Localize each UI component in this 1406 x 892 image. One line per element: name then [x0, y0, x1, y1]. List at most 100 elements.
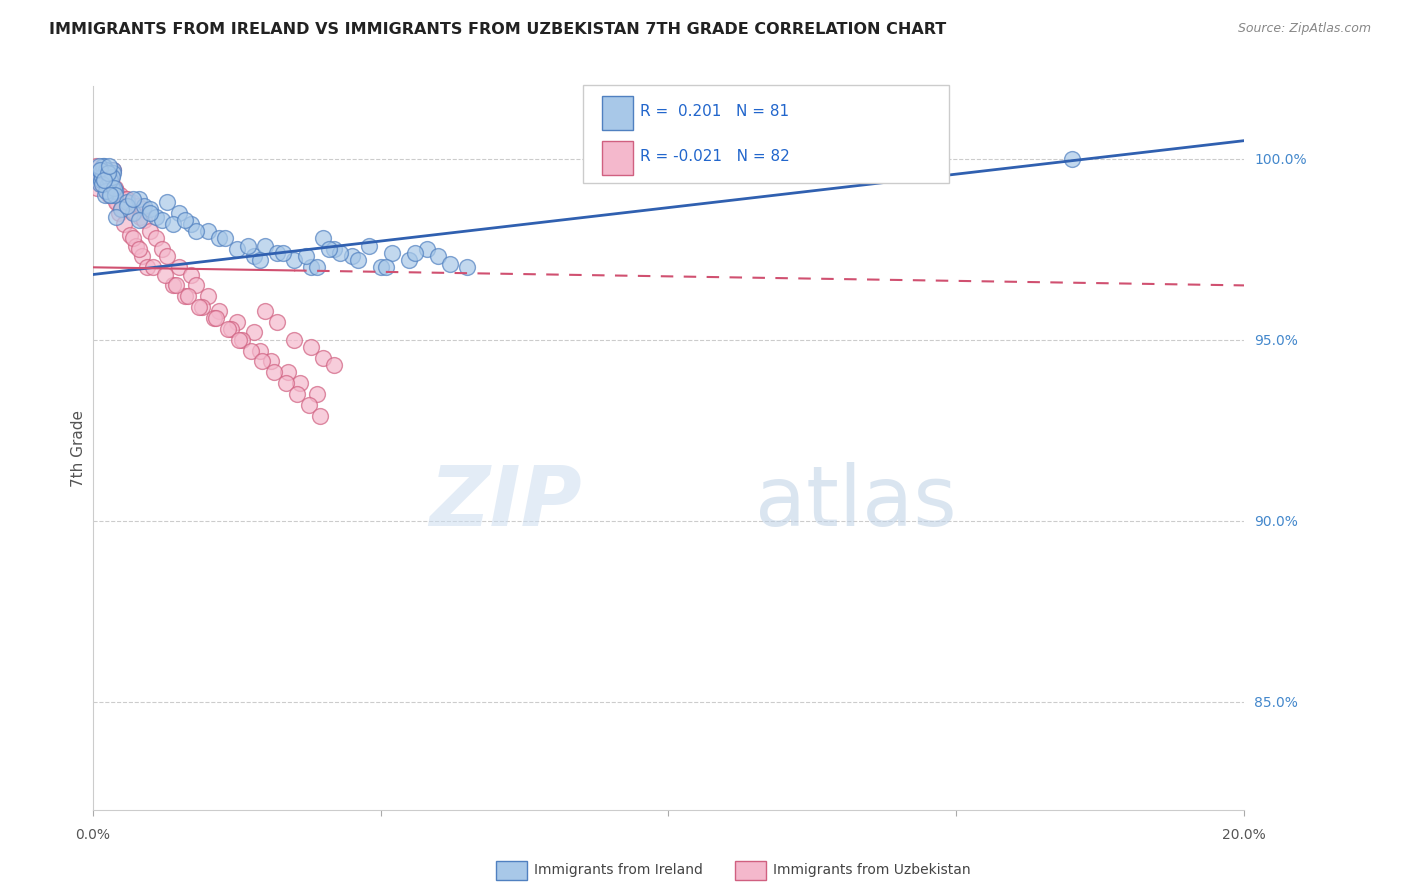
Point	[173, 213, 195, 227]
Text: IMMIGRANTS FROM IRELAND VS IMMIGRANTS FROM UZBEKISTAN 7TH GRADE CORRELATION CHAR: IMMIGRANTS FROM IRELAND VS IMMIGRANTS FR…	[49, 22, 946, 37]
Point	[87, 169, 110, 184]
Point	[162, 217, 184, 231]
Point	[312, 351, 335, 365]
Point	[104, 188, 127, 202]
Point	[122, 206, 145, 220]
Point	[225, 242, 247, 256]
Point	[150, 213, 173, 227]
Point	[91, 177, 114, 191]
Point	[98, 180, 121, 194]
Point	[90, 177, 112, 191]
Point	[93, 173, 115, 187]
Point	[162, 278, 184, 293]
Point	[180, 217, 202, 231]
Point	[121, 195, 143, 210]
Point	[274, 376, 297, 390]
Point	[104, 195, 127, 210]
Point	[134, 213, 156, 227]
Point	[139, 202, 162, 217]
Point	[98, 188, 121, 202]
Point	[145, 231, 167, 245]
Point	[277, 365, 299, 379]
Text: Immigrants from Uzbekistan: Immigrants from Uzbekistan	[773, 863, 972, 877]
Point	[283, 253, 305, 268]
Point	[219, 322, 242, 336]
Point	[96, 162, 118, 177]
Point	[139, 224, 162, 238]
Point	[115, 199, 138, 213]
Point	[87, 169, 110, 184]
Point	[103, 166, 125, 180]
Point	[117, 202, 139, 217]
Point	[93, 166, 115, 180]
Point	[309, 409, 332, 423]
Point	[98, 173, 121, 187]
Point	[346, 253, 368, 268]
Point	[254, 238, 277, 252]
Point	[94, 169, 117, 184]
Point	[404, 245, 426, 260]
Point	[288, 376, 311, 390]
Point	[398, 253, 420, 268]
Point	[156, 250, 179, 264]
Point	[103, 180, 125, 194]
Point	[127, 199, 149, 213]
Point	[91, 159, 114, 173]
Point	[307, 387, 329, 401]
Point	[128, 210, 150, 224]
Point	[180, 268, 202, 282]
Point	[87, 159, 110, 173]
Point	[252, 354, 274, 368]
Point	[115, 192, 138, 206]
Point	[214, 231, 236, 245]
Point	[90, 173, 112, 187]
Point	[110, 188, 132, 202]
Point	[357, 238, 380, 252]
Point	[125, 238, 148, 252]
Point	[228, 333, 250, 347]
Text: atlas: atlas	[755, 462, 956, 543]
Point	[100, 169, 122, 184]
Point	[254, 303, 277, 318]
Point	[84, 159, 107, 173]
Point	[107, 206, 129, 220]
Point	[318, 242, 340, 256]
Point	[415, 242, 437, 256]
Point	[301, 260, 323, 275]
Point	[111, 199, 134, 213]
Point	[217, 322, 239, 336]
Point	[263, 365, 285, 379]
Point	[120, 227, 142, 242]
Point	[165, 278, 187, 293]
Point	[98, 188, 121, 202]
Point	[89, 177, 111, 191]
Point	[240, 343, 263, 358]
Point	[110, 202, 132, 217]
Y-axis label: 7th Grade: 7th Grade	[72, 409, 86, 487]
Point	[307, 260, 329, 275]
Point	[225, 315, 247, 329]
Point	[249, 343, 271, 358]
Point	[97, 177, 120, 191]
Point	[191, 300, 214, 314]
Point	[104, 184, 127, 198]
Point	[101, 162, 124, 177]
Point	[110, 202, 132, 217]
Point	[97, 166, 120, 180]
Point	[375, 260, 398, 275]
Point	[98, 159, 121, 173]
Text: R =  0.201   N = 81: R = 0.201 N = 81	[640, 104, 789, 119]
Point	[150, 242, 173, 256]
Point	[94, 166, 117, 180]
Point	[115, 192, 138, 206]
Point	[115, 195, 138, 210]
Point	[142, 260, 165, 275]
Point	[97, 166, 120, 180]
Point	[205, 310, 228, 325]
Point	[271, 245, 294, 260]
Point	[323, 242, 346, 256]
Point	[128, 242, 150, 256]
Point	[186, 224, 208, 238]
Text: 20.0%: 20.0%	[1222, 829, 1267, 842]
Point	[122, 206, 145, 220]
